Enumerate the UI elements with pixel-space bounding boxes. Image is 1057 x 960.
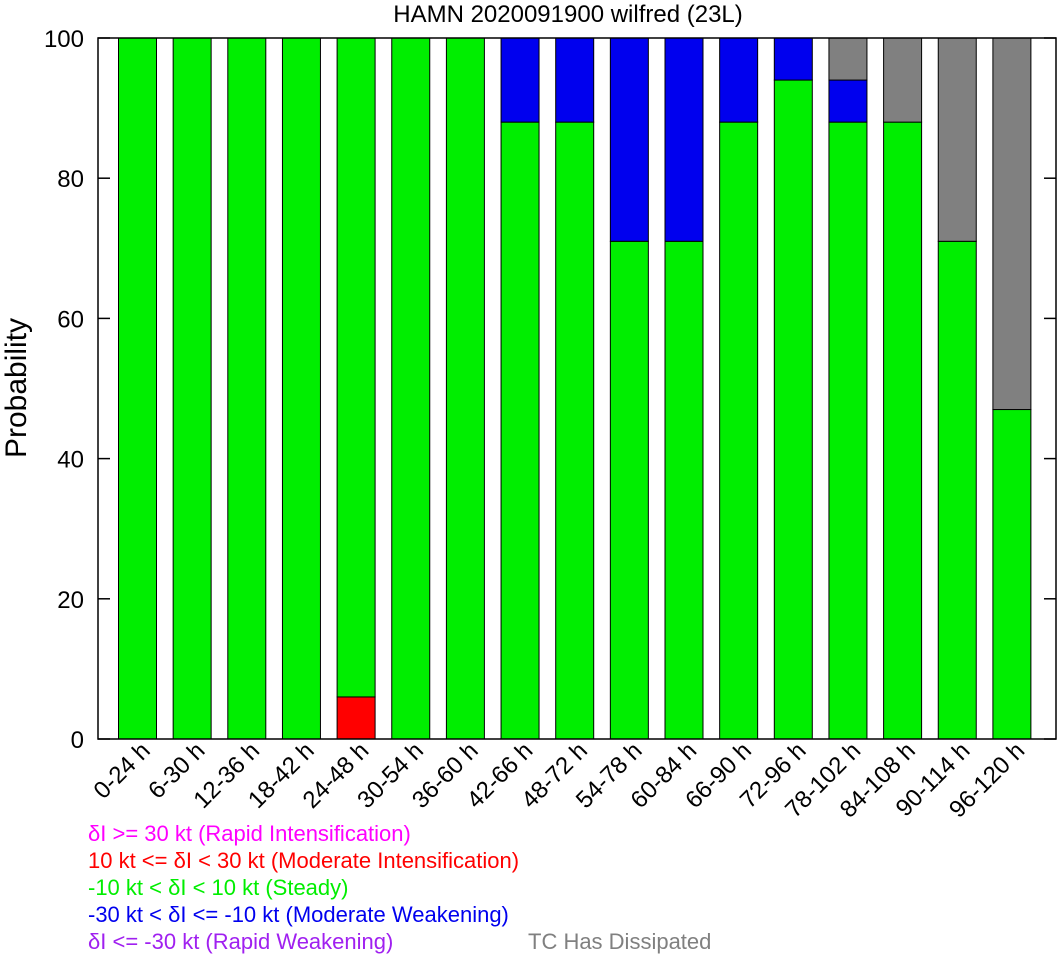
legend-item-steady: -10 kt < δI < 10 kt (Steady) xyxy=(88,875,349,900)
bar-segment xyxy=(828,37,868,81)
bar-segment xyxy=(719,121,759,740)
y-tick-label: 40 xyxy=(57,447,84,474)
bar-segment xyxy=(336,37,376,698)
y-tick-label: 80 xyxy=(57,166,84,193)
bar-segment xyxy=(937,37,977,242)
bar-segment xyxy=(664,37,704,242)
bar-segment xyxy=(609,37,649,242)
legend-item-dissipated: TC Has Dissipated xyxy=(528,929,712,954)
bar-segment xyxy=(555,121,595,740)
bar-segment xyxy=(500,121,540,740)
y-tick-label: 20 xyxy=(57,587,84,614)
bar-segment xyxy=(445,37,485,740)
bars-layer xyxy=(118,37,1032,740)
plot-frame xyxy=(97,37,1057,740)
y-axis-label: Probability xyxy=(0,318,33,458)
bar-segment xyxy=(937,240,977,740)
bar-segment xyxy=(555,37,595,123)
legend-item-moderate-intensification: 10 kt <= δI < 30 kt (Moderate Intensific… xyxy=(88,848,520,873)
bar-segment xyxy=(500,37,540,123)
y-tick-label: 100 xyxy=(44,26,84,53)
bar-segment xyxy=(227,37,267,740)
bar-segment xyxy=(281,37,321,740)
legend-item-rapid-weakening: δI <= -30 kt (Rapid Weakening) xyxy=(88,929,394,954)
bar-segment xyxy=(828,121,868,740)
chart-title: HAMN 2020091900 wilfred (23L) xyxy=(393,1,743,28)
bar-segment xyxy=(773,37,813,81)
bar-segment xyxy=(609,240,649,740)
bar-segment xyxy=(992,409,1032,740)
y-tick-label: 0 xyxy=(71,727,84,754)
legend-item-moderate-weakening: -30 kt < δI <= -10 kt (Moderate Weakenin… xyxy=(88,902,509,927)
bar-segment xyxy=(336,696,376,740)
bar-segment xyxy=(883,121,923,740)
bar-segment xyxy=(719,37,759,123)
x-tick-label: 0-24 h xyxy=(89,737,156,804)
bar-segment xyxy=(883,37,923,123)
bar-segment xyxy=(828,79,868,123)
bar-segment xyxy=(773,79,813,740)
y-tick-label: 60 xyxy=(57,306,84,333)
bar-segment xyxy=(118,37,157,740)
bar-segment xyxy=(391,37,431,740)
bar-segment xyxy=(172,37,212,740)
bar-segment xyxy=(992,37,1032,411)
bar-segment xyxy=(664,240,704,740)
legend-item-rapid-intensification: δI >= 30 kt (Rapid Intensification) xyxy=(88,821,411,846)
